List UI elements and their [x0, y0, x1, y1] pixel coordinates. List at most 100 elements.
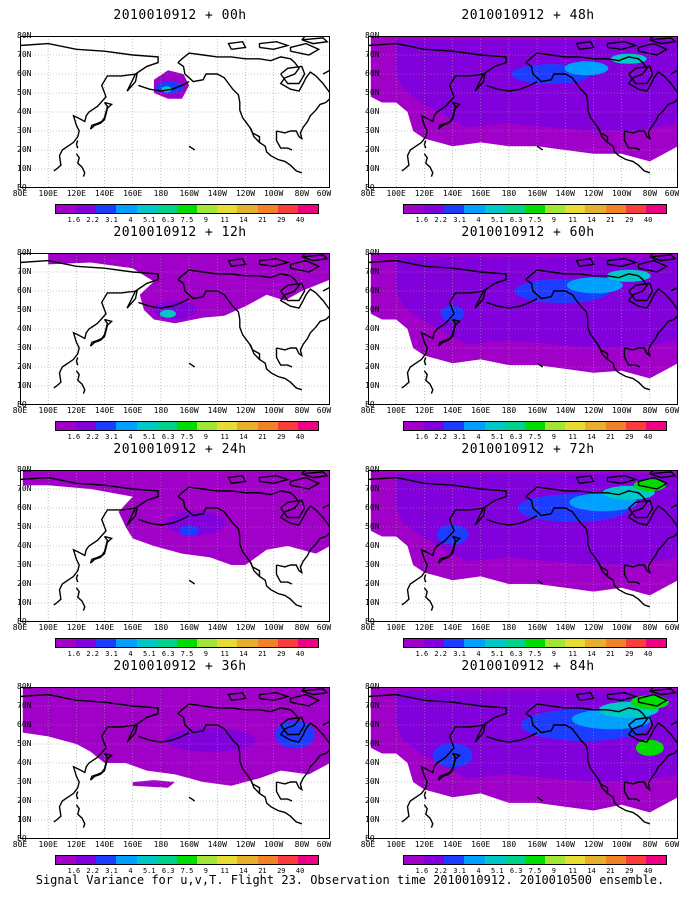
colorbar-label: 40 [295, 867, 305, 875]
lat-label: 10N [365, 164, 380, 173]
colorbar-swatch [565, 205, 586, 213]
coastline [301, 470, 330, 509]
colorbar-label: 1.6 [67, 216, 81, 224]
colorbar-label: 11 [220, 867, 229, 875]
lon-label: 100E [38, 189, 58, 198]
lon-label: 140W [207, 623, 227, 632]
colorbar-swatch [297, 205, 319, 213]
panel-title: 2010010912 + 72h [461, 442, 595, 457]
colorbar-label: 40 [295, 650, 305, 658]
colorbar-swatch [217, 422, 238, 430]
panel-title: 2010010912 + 24h [113, 442, 247, 457]
colorbar-swatch [237, 856, 258, 864]
lat-label: 50N [17, 522, 32, 531]
colorbar-label: 1.6 [67, 867, 81, 875]
coastline [437, 535, 462, 564]
colorbar-label: 2.2 [86, 433, 100, 441]
lon-label: 100W [611, 189, 632, 198]
colorbar-label: 11 [568, 433, 577, 441]
coastline [227, 474, 247, 484]
colorbar-label: 7.5 [180, 433, 194, 441]
lat-label: 20N [365, 579, 380, 588]
coastline [20, 259, 159, 389]
coastline [368, 259, 507, 389]
colorbar-swatch [464, 856, 485, 864]
coastline [525, 52, 678, 94]
colorbar-label: 3.1 [105, 867, 118, 875]
lat-label: 70N [17, 484, 32, 493]
coastline [649, 470, 678, 509]
map-area [368, 36, 678, 188]
map-plot [20, 36, 330, 188]
colorbar-labels: 1.6 2.2 3.1 4 5.1 6.3 7.5 9 11 14 21 29 40 [403, 867, 667, 876]
lon-label: 140E [94, 406, 115, 415]
colorbar-label: 14 [587, 650, 596, 658]
lon-label: 100W [263, 840, 284, 849]
lon-label: 120W [235, 406, 256, 415]
lat-label: 10N [17, 815, 32, 824]
coastline [606, 691, 639, 702]
coastline [423, 587, 434, 611]
colorbar-swatch [277, 205, 298, 213]
colorbar-swatch [625, 639, 646, 647]
colorbar-label: 14 [587, 867, 596, 875]
lon-label: 120E [414, 623, 434, 632]
lat-label: 30N [17, 560, 32, 569]
lon-label: 80E [360, 189, 376, 198]
colorbar-label: 7.5 [528, 650, 542, 658]
colorbar-swatch [545, 422, 566, 430]
colorbar-swatch [524, 205, 546, 213]
coastline [536, 145, 544, 151]
colorbar-swatch [605, 639, 626, 647]
coastline [437, 318, 462, 347]
colorbar-swatch [116, 205, 137, 213]
lon-label: 160W [179, 840, 199, 849]
signal-west-blue [436, 524, 469, 545]
map-panel: 2010010912 + 36h 80N 70N 60N 50N 40N 30N 20N 10N… [13, 659, 340, 875]
colorbar-swatch [444, 205, 465, 213]
colorbar-swatch [136, 422, 157, 430]
colorbar-label: 40 [295, 433, 305, 441]
lat-label: 60N [365, 720, 380, 729]
colorbar-label: 6.3 [509, 216, 523, 224]
lat-label: 20N [17, 362, 32, 371]
lat-label: 60N [17, 69, 32, 78]
colorbar-label: 7.5 [180, 216, 194, 224]
lon-label: 140E [442, 189, 463, 198]
colorbar-swatch [464, 422, 485, 430]
lat-label: 80N [365, 248, 380, 257]
lon-label: 100E [386, 189, 406, 198]
coastline [249, 777, 261, 794]
lon-label: 80W [294, 406, 310, 415]
colorbar-label: 1.6 [415, 216, 429, 224]
coastline [597, 777, 609, 794]
coastline [275, 348, 293, 368]
colorbar-label: 4 [476, 867, 481, 875]
colorbar-label: 14 [239, 867, 248, 875]
coastline [75, 153, 86, 177]
colorbar-label: 14 [587, 433, 596, 441]
lat-label: 60N [365, 286, 380, 295]
coastline [275, 782, 293, 802]
coastline [649, 253, 678, 292]
coastline [89, 101, 114, 130]
colorbar-label: 40 [643, 216, 653, 224]
lat-label: 30N [365, 560, 380, 569]
figure-caption: Signal Variance for u,v,T. Flight 23. Ob… [35, 873, 665, 887]
map-frame [20, 687, 330, 839]
colorbar-swatch [156, 856, 177, 864]
colorbar-swatch [116, 422, 137, 430]
lat-label: 70N [17, 267, 32, 276]
lon-label: 60W [316, 840, 332, 849]
lat-label: 20N [17, 579, 32, 588]
lon-label: 100W [611, 623, 632, 632]
lat-label: 80N [365, 31, 380, 40]
lon-label: 60W [664, 623, 680, 632]
lon-label: 120W [235, 189, 256, 198]
coastline [75, 804, 86, 828]
map-panel: 2010010912 + 84h 80N 70N 60N 50N 40N 30N 20N 10N… [361, 659, 688, 875]
map-plot [20, 470, 330, 622]
map-panel: 2010010912 + 60h 80N 70N 60N 50N 40N 30N 20N 10N… [361, 225, 688, 441]
lon-label: 100E [386, 623, 406, 632]
colorbar-label: 1.6 [415, 650, 429, 658]
